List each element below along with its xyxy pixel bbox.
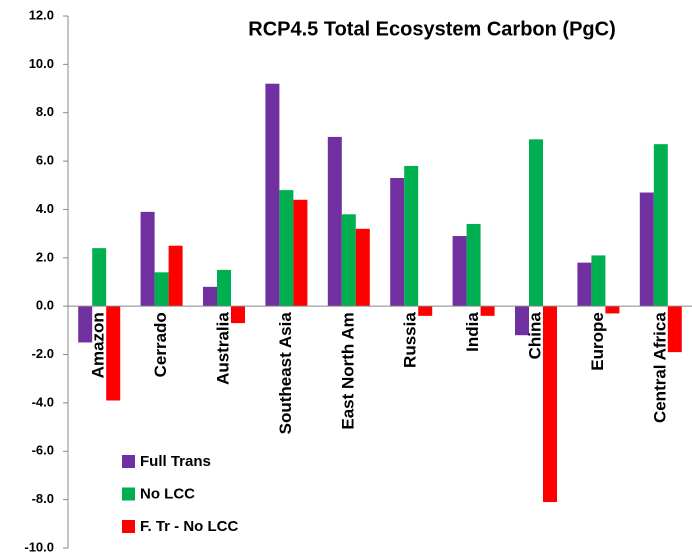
- bar: [543, 306, 557, 503]
- bar: [653, 144, 668, 307]
- bar: [639, 192, 654, 307]
- bar: [327, 136, 342, 307]
- x-tick-label: Cerrado: [151, 312, 170, 377]
- x-tick-label: India: [463, 312, 482, 352]
- bar: [217, 269, 231, 307]
- x-tick-label: East North Am: [338, 312, 357, 429]
- chart-title: RCP4.5 Total Ecosystem Carbon (PgC): [248, 18, 615, 40]
- bar: [390, 178, 405, 307]
- bar: [168, 245, 183, 307]
- bar: [92, 248, 107, 307]
- bar: [341, 214, 356, 307]
- y-tick-label: -8.0: [32, 491, 54, 506]
- bar: [480, 306, 495, 316]
- legend-label: Full Trans: [140, 453, 211, 470]
- y-tick-label: 4.0: [36, 201, 54, 216]
- x-tick-label: Europe: [588, 312, 607, 371]
- y-tick-label: 12.0: [29, 7, 54, 22]
- y-tick-label: 0.0: [36, 298, 54, 313]
- y-tick-label: -10.0: [24, 539, 54, 554]
- bar: [605, 306, 620, 314]
- bar: [591, 255, 606, 307]
- y-tick-label: 10.0: [29, 56, 54, 71]
- y-tick-label: 8.0: [36, 104, 54, 119]
- x-tick-label: Russia: [401, 312, 420, 368]
- bar: [466, 223, 481, 307]
- x-tick-label: Southeast Asia: [276, 312, 295, 435]
- legend-label: No LCC: [140, 485, 195, 502]
- bar: [154, 272, 169, 307]
- y-tick-label: -2.0: [32, 346, 54, 361]
- bar: [418, 306, 433, 316]
- bar: [355, 228, 370, 307]
- legend-swatch: [122, 487, 135, 501]
- legend-label: F. Tr - No LCC: [140, 518, 238, 535]
- bar: [106, 306, 121, 401]
- x-tick-label: Australia: [213, 312, 232, 385]
- y-tick-label: 6.0: [36, 153, 54, 168]
- bar: [203, 286, 217, 307]
- bar: [265, 83, 280, 307]
- bar: [667, 306, 682, 353]
- bar: [404, 165, 419, 307]
- x-tick-label: Central Africa: [650, 312, 669, 423]
- bar: [78, 306, 93, 343]
- bar: [279, 190, 294, 307]
- bar: [452, 236, 467, 307]
- bar: [293, 199, 308, 307]
- x-tick-label: Amazon: [89, 312, 108, 378]
- y-tick-label: 2.0: [36, 249, 54, 264]
- x-tick-label: China: [525, 312, 544, 360]
- legend-swatch: [122, 520, 135, 533]
- bar: [529, 139, 543, 307]
- y-tick-label: -6.0: [32, 443, 54, 458]
- bar: [515, 306, 529, 336]
- bar: [231, 306, 245, 324]
- y-tick-label: -4.0: [32, 394, 54, 409]
- legend-swatch: [122, 455, 135, 468]
- bar: [140, 211, 155, 307]
- bar: [577, 262, 592, 307]
